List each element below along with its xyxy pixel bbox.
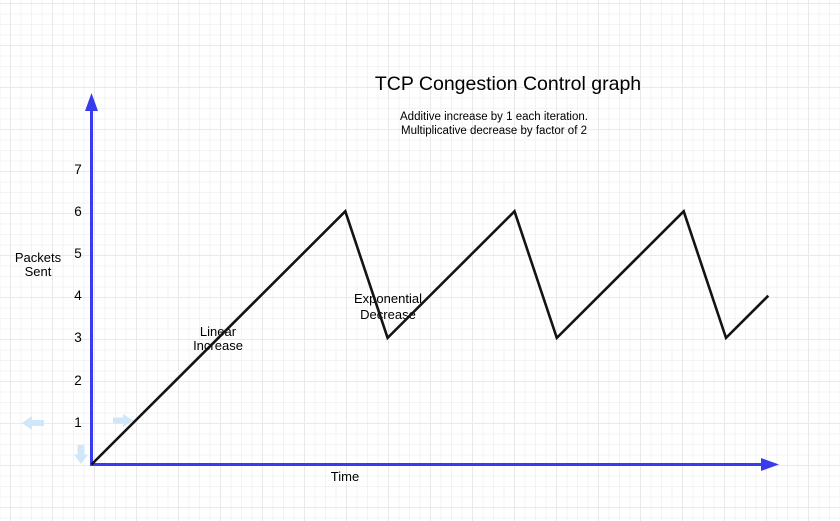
- y-tick-7: 7: [74, 162, 82, 177]
- y-tick-2: 2: [74, 373, 82, 388]
- y-tick-5: 5: [74, 246, 82, 261]
- y-axis-arrowhead-icon: [85, 93, 98, 111]
- y-tick-6: 6: [74, 204, 82, 219]
- chart-subtitle[interactable]: Additive increase by 1 each iteration. M…: [294, 111, 694, 138]
- subtitle-line-2: Multiplicative decrease by factor of 2: [400, 124, 587, 137]
- y-tick-3: 3: [74, 330, 82, 345]
- y-tick-4: 4: [74, 288, 82, 303]
- x-axis-arrowhead-icon: [761, 458, 779, 471]
- y-tick-1: 1: [74, 415, 82, 430]
- congestion-line[interactable]: [90, 208, 770, 466]
- page-title[interactable]: TCP Congestion Control graph: [374, 73, 642, 95]
- ghost-arrow-right-icon[interactable]: [113, 414, 133, 427]
- x-axis[interactable]: [90, 458, 779, 471]
- ghost-arrow-down-icon[interactable]: [74, 445, 88, 464]
- ghost-arrow-left-icon[interactable]: [22, 416, 44, 430]
- subtitle-line-1: Additive increase by 1 each iteration.: [400, 111, 588, 123]
- annotation-exponential-decrease[interactable]: Exponential Decrease: [354, 291, 422, 322]
- y-axis[interactable]: [85, 93, 98, 465]
- x-axis-label[interactable]: Time: [330, 469, 360, 484]
- y-axis-label[interactable]: Packets Sent: [14, 250, 62, 279]
